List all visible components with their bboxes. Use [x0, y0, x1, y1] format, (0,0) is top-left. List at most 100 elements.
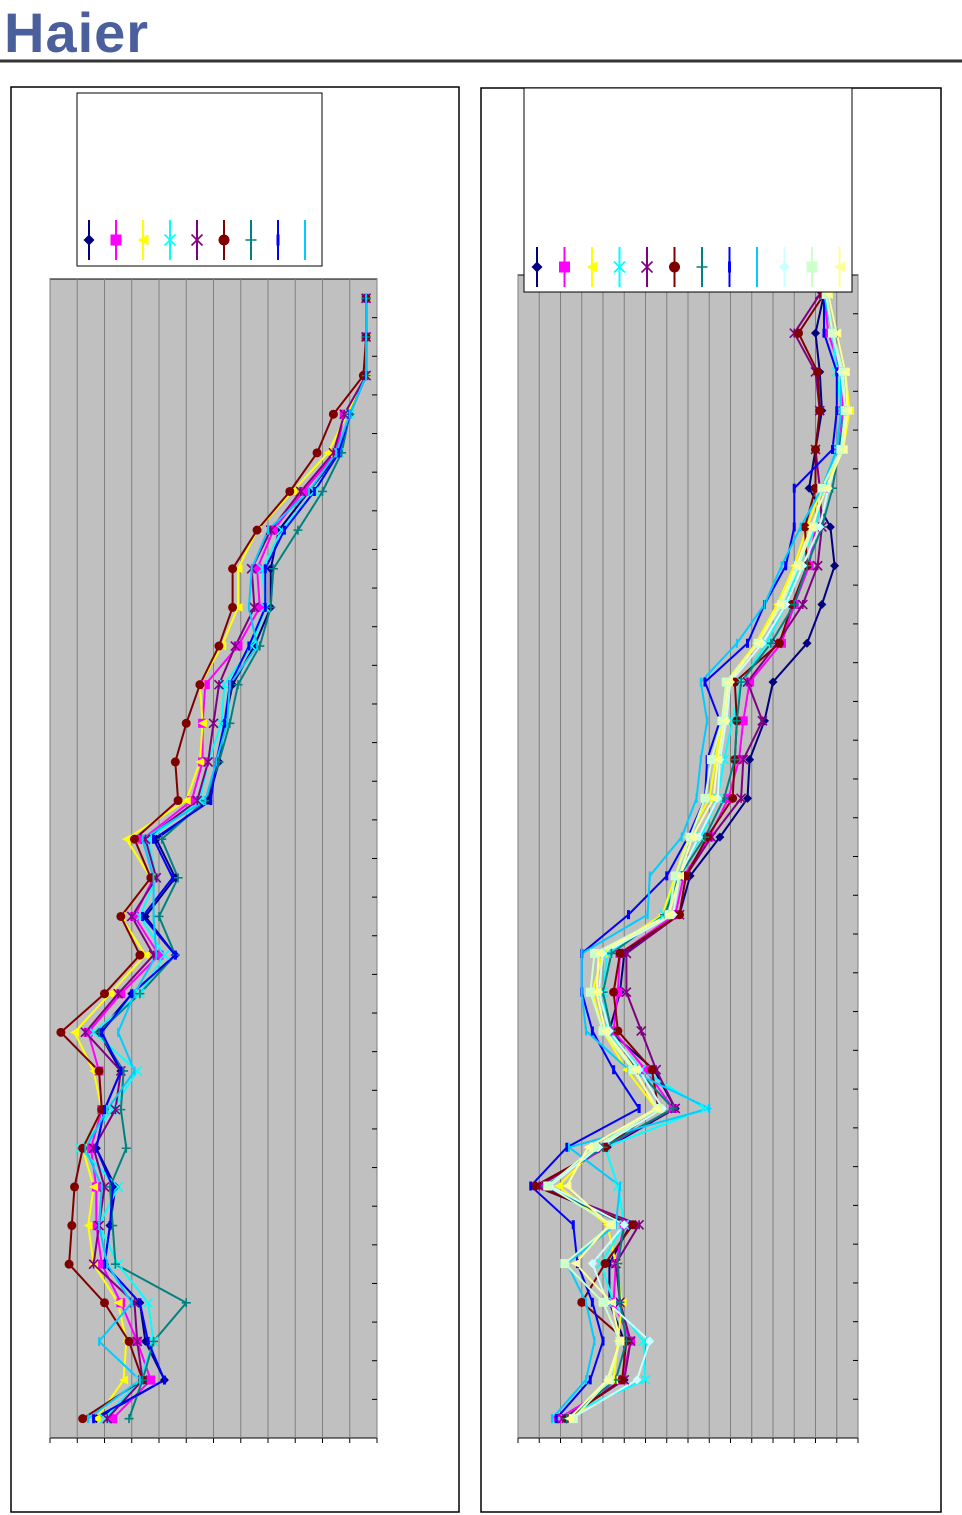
data-point — [56, 1027, 66, 1037]
data-point — [804, 483, 814, 493]
data-point — [100, 1027, 104, 1037]
data-point — [706, 716, 709, 726]
data-point — [195, 680, 205, 690]
legend-marker — [586, 261, 598, 273]
data-point — [152, 911, 155, 921]
data-point — [328, 409, 338, 419]
legend-marker — [728, 261, 731, 273]
data-point — [687, 832, 697, 842]
series-line — [97, 298, 368, 1420]
data-point — [126, 911, 137, 922]
data-point — [84, 1143, 87, 1153]
series-line — [93, 298, 368, 1420]
data-point — [295, 486, 306, 497]
data-point — [651, 1103, 661, 1113]
data-point — [813, 367, 823, 377]
data-point — [141, 911, 145, 921]
data-point — [119, 1375, 129, 1385]
data-point — [67, 1221, 77, 1231]
data-point — [249, 602, 260, 613]
data-point — [585, 1375, 587, 1385]
data-point — [695, 793, 698, 803]
data-point — [130, 1298, 133, 1308]
data-point — [129, 834, 139, 844]
data-point — [213, 679, 225, 690]
series-line — [73, 298, 368, 1420]
data-point — [157, 834, 167, 844]
logo: Haier — [4, 1, 149, 64]
data-point — [821, 483, 831, 493]
data-point — [753, 638, 763, 648]
data-point — [797, 599, 808, 610]
data-point — [192, 795, 203, 806]
legend-marker — [756, 261, 758, 273]
data-point — [116, 1105, 126, 1115]
data-point — [719, 716, 729, 726]
data-point — [585, 1026, 587, 1036]
data-point — [70, 1027, 80, 1037]
data-point — [117, 1027, 120, 1037]
data-point — [789, 600, 799, 610]
series-line — [543, 294, 847, 1420]
data-point — [831, 444, 834, 454]
data-point — [312, 486, 316, 496]
data-point — [222, 718, 226, 728]
data-point — [113, 1181, 124, 1192]
data-point — [802, 638, 812, 648]
data-point — [266, 602, 276, 612]
data-point — [735, 638, 738, 648]
data-point — [230, 640, 241, 652]
data-point — [780, 561, 783, 571]
data-point — [825, 522, 835, 532]
data-point — [138, 1298, 142, 1308]
data-point — [181, 718, 191, 728]
data-point — [233, 680, 243, 690]
data-point — [832, 328, 842, 338]
legend-marker — [163, 233, 177, 247]
data-point — [613, 1259, 623, 1269]
data-point — [159, 950, 170, 961]
legend-marker — [613, 260, 626, 274]
data-point — [583, 1142, 593, 1152]
data-point — [627, 910, 630, 920]
legend-marker — [276, 234, 280, 246]
data-point — [593, 1336, 596, 1346]
data-point — [88, 1259, 99, 1270]
data-point — [830, 561, 840, 571]
data-point — [736, 677, 746, 687]
data-point — [646, 910, 649, 920]
data-point — [215, 757, 218, 767]
data-point — [106, 1105, 109, 1115]
data-point — [365, 371, 368, 381]
data-point — [130, 989, 134, 999]
data-point — [745, 755, 755, 765]
data-point — [774, 600, 784, 610]
data-point — [162, 1375, 166, 1385]
data-point — [840, 367, 850, 377]
data-point — [171, 873, 175, 883]
legend-marker — [669, 261, 680, 273]
data-point — [615, 1336, 625, 1346]
legend-marker — [559, 261, 570, 273]
data-point — [365, 293, 368, 303]
data-point — [78, 1414, 88, 1424]
data-point — [621, 948, 632, 959]
data-point — [312, 448, 322, 458]
data-point — [113, 988, 124, 999]
data-point — [612, 1065, 616, 1075]
data-point — [110, 1259, 120, 1269]
data-point — [263, 564, 267, 574]
data-point — [648, 871, 651, 881]
data-point — [601, 1336, 605, 1346]
data-point — [141, 834, 144, 844]
data-point — [228, 680, 231, 690]
data-point — [91, 1414, 101, 1424]
data-point — [792, 483, 796, 493]
data-point — [784, 561, 788, 571]
data-point — [247, 602, 250, 612]
data-point — [619, 1220, 629, 1230]
data-point — [664, 910, 674, 920]
data-point — [100, 1182, 103, 1192]
data-point — [80, 1027, 91, 1038]
data-point — [703, 677, 707, 687]
